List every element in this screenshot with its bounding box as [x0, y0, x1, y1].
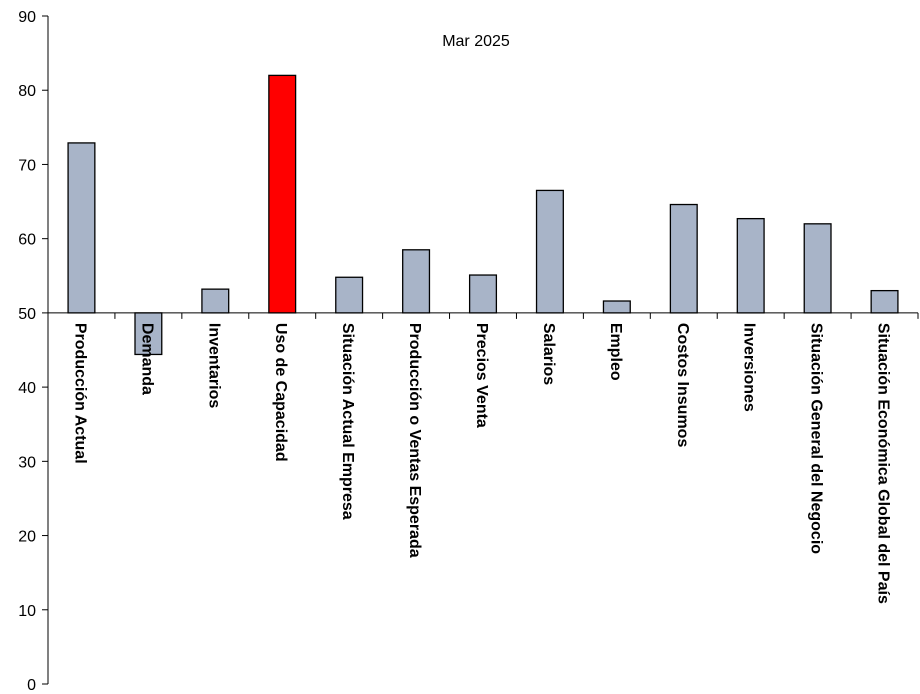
- category-label: Situación Económica Global del País: [875, 323, 892, 604]
- bar: [669, 203, 698, 314]
- bars: [67, 74, 899, 356]
- bar: [535, 189, 564, 314]
- bar: [602, 300, 631, 314]
- y-tick-label: 30: [18, 454, 36, 471]
- category-label: Demanda: [138, 323, 155, 395]
- y-tick-label: 20: [18, 529, 36, 546]
- bar: [736, 217, 765, 314]
- bar: [335, 276, 364, 314]
- y-tick-label: 80: [18, 83, 36, 100]
- category-label: Costos Insumos: [674, 323, 691, 448]
- category-label: Inversiones: [741, 323, 758, 412]
- bar: [803, 223, 832, 314]
- category-label: Producción Actual: [71, 323, 88, 464]
- y-tick-label: 60: [18, 232, 36, 249]
- category-label: Situación General del Negocio: [808, 323, 825, 554]
- y-tick-label: 40: [18, 380, 36, 397]
- category-label: Salarios: [540, 323, 557, 385]
- bar: [134, 312, 163, 356]
- category-label: Situación Actual Empresa: [339, 323, 356, 520]
- bar: [67, 142, 96, 314]
- category-label: Uso de Capacidad: [272, 323, 289, 462]
- category-label: Producción o Ventas Esperada: [406, 323, 423, 558]
- bar: [201, 288, 230, 314]
- bar: [468, 274, 498, 314]
- y-tick-label: 50: [18, 306, 36, 323]
- category-label: Inventarios: [205, 323, 222, 408]
- y-tick-label: 90: [18, 9, 36, 26]
- bar: [870, 289, 899, 314]
- category-labels: Producción Actual Demanda Inventarios Uso d…: [71, 323, 891, 604]
- bar: [402, 249, 431, 314]
- y-tick-label: 0: [27, 677, 36, 694]
- bar: [268, 74, 297, 314]
- category-label: Empleo: [607, 323, 624, 381]
- chart-title: Mar 2025: [442, 33, 510, 50]
- y-tick-label: 70: [18, 157, 36, 174]
- category-label: Precios Venta: [473, 323, 490, 428]
- y-tick-label: 10: [18, 603, 36, 620]
